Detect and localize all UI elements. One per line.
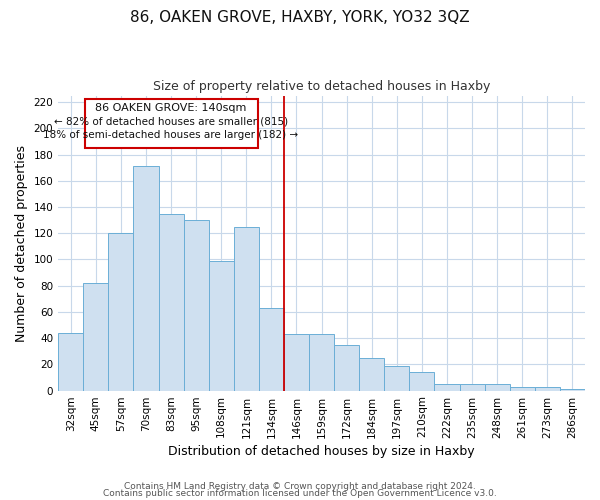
Bar — [309, 334, 334, 390]
Bar — [83, 283, 109, 391]
FancyBboxPatch shape — [85, 100, 257, 148]
Text: ← 82% of detached houses are smaller (815): ← 82% of detached houses are smaller (81… — [54, 116, 288, 126]
Bar — [434, 384, 460, 390]
Y-axis label: Number of detached properties: Number of detached properties — [15, 144, 28, 342]
Bar — [133, 166, 158, 390]
Text: 18% of semi-detached houses are larger (182) →: 18% of semi-detached houses are larger (… — [43, 130, 299, 140]
Text: 86, OAKEN GROVE, HAXBY, YORK, YO32 3QZ: 86, OAKEN GROVE, HAXBY, YORK, YO32 3QZ — [130, 10, 470, 25]
Bar — [510, 386, 535, 390]
X-axis label: Distribution of detached houses by size in Haxby: Distribution of detached houses by size … — [168, 444, 475, 458]
Bar — [209, 261, 234, 390]
Text: Contains HM Land Registry data © Crown copyright and database right 2024.: Contains HM Land Registry data © Crown c… — [124, 482, 476, 491]
Bar — [334, 344, 359, 391]
Bar — [385, 366, 409, 390]
Bar — [359, 358, 385, 390]
Bar — [158, 214, 184, 390]
Bar — [58, 333, 83, 390]
Bar — [234, 226, 259, 390]
Title: Size of property relative to detached houses in Haxby: Size of property relative to detached ho… — [153, 80, 490, 93]
Bar — [460, 384, 485, 390]
Bar — [184, 220, 209, 390]
Text: Contains public sector information licensed under the Open Government Licence v3: Contains public sector information licen… — [103, 490, 497, 498]
Bar — [259, 308, 284, 390]
Bar — [485, 384, 510, 390]
Bar — [284, 334, 309, 390]
Bar — [109, 233, 133, 390]
Bar — [535, 386, 560, 390]
Text: 86 OAKEN GROVE: 140sqm: 86 OAKEN GROVE: 140sqm — [95, 103, 247, 113]
Bar — [409, 372, 434, 390]
